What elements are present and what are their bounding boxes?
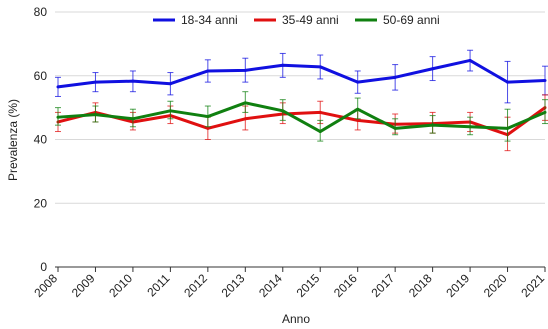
data-point-1-2010 (131, 79, 135, 83)
data-point-2-2012 (206, 126, 210, 130)
data-point-1-2018 (431, 67, 435, 71)
data-point-3-2014 (281, 109, 285, 113)
data-point-1-2013 (243, 68, 247, 72)
data-point-3-2018 (431, 123, 435, 127)
x-tick-label-2009: 2009 (69, 271, 98, 300)
x-axis-title: Anno (282, 312, 310, 326)
y-tick-label-60: 60 (34, 69, 48, 83)
x-tick-label-2011: 2011 (144, 271, 172, 299)
data-point-1-2011 (168, 82, 172, 86)
data-point-2-2015 (318, 110, 322, 114)
data-point-1-2014 (281, 63, 285, 67)
data-point-1-2020 (506, 80, 510, 84)
data-point-1-2021 (543, 79, 547, 83)
x-tick-label-2014: 2014 (256, 271, 285, 300)
data-point-2-2013 (243, 117, 247, 121)
data-point-3-2020 (506, 126, 510, 130)
legend-label-2: 35-49 anni (282, 13, 339, 27)
x-tick-label-2008: 2008 (31, 271, 60, 300)
series-line-3 (57, 101, 546, 134)
y-tick-label-80: 80 (34, 5, 48, 19)
y-tick-label-20: 20 (34, 196, 48, 210)
data-point-3-2015 (318, 130, 322, 134)
x-tick-label-2010: 2010 (106, 271, 135, 300)
data-point-3-2010 (131, 117, 135, 121)
error-bar-3-2020 (504, 108, 511, 142)
series-area (55, 49, 548, 152)
data-point-3-2009 (93, 113, 97, 117)
series-line-2 (57, 106, 546, 137)
data-point-1-2019 (468, 58, 472, 62)
data-point-1-2015 (318, 65, 322, 69)
data-point-1-2017 (393, 75, 397, 79)
data-point-3-2008 (56, 115, 60, 119)
x-tick-label-2015: 2015 (294, 271, 323, 300)
series-1 (55, 49, 548, 104)
x-tick-label-2021: 2021 (518, 271, 547, 300)
x-tick-label-2020: 2020 (481, 271, 510, 300)
y-tick-label-0: 0 (40, 260, 47, 274)
x-tick-label-2012: 2012 (181, 271, 210, 300)
x-tick-label-2016: 2016 (331, 271, 360, 300)
legend-label-1: 18-34 anni (181, 13, 238, 27)
data-point-1-2016 (356, 80, 360, 84)
data-point-1-2009 (93, 80, 97, 84)
data-point-3-2019 (468, 125, 472, 129)
x-tick-label-2019: 2019 (443, 271, 472, 300)
legend-item-2: 35-49 anni (254, 13, 339, 27)
data-point-3-2016 (356, 107, 360, 111)
data-point-1-2008 (56, 85, 60, 89)
series-line-1 (57, 58, 546, 89)
data-point-3-2011 (168, 109, 172, 113)
data-point-2-2016 (356, 118, 360, 122)
legend-item-3: 50-69 anni (355, 13, 440, 27)
data-point-1-2012 (206, 69, 210, 73)
axes: 0 20 40 60 80 2008 2009 2010 2011 2012 2013 2014 201… (31, 5, 547, 300)
data-point-3-2017 (393, 126, 397, 130)
data-point-3-2013 (243, 101, 247, 105)
data-point-3-2012 (206, 115, 210, 119)
legend-item-1: 18-34 anni (153, 13, 238, 27)
legend-label-3: 50-69 anni (383, 13, 440, 27)
series-3 (55, 91, 548, 142)
y-tick-label-40: 40 (34, 133, 48, 147)
x-tick-label-2013: 2013 (219, 271, 248, 300)
x-tick-label-2018: 2018 (406, 271, 435, 300)
x-tick-label-2017: 2017 (368, 271, 397, 300)
legend: 18-34 anni 35-49 anni 50-69 anni (153, 13, 440, 27)
data-point-3-2021 (543, 110, 547, 114)
y-axis-title: Prevalenza (%) (6, 99, 20, 181)
